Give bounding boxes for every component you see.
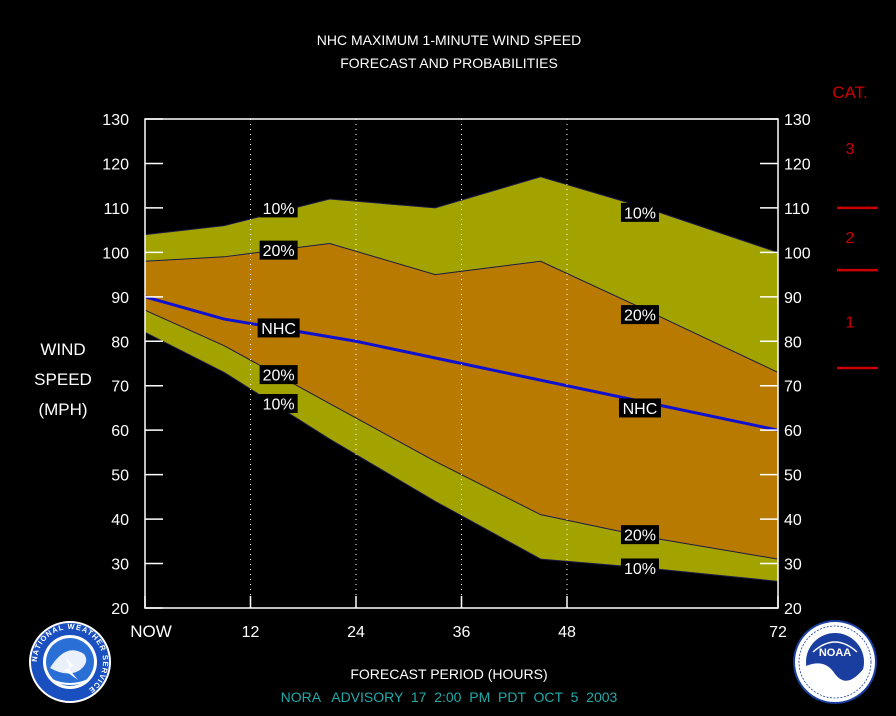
svg-text:20%: 20% [624, 528, 656, 545]
svg-text:10%: 10% [624, 205, 656, 222]
y-tick-label-right: 90 [784, 290, 802, 307]
svg-text:20%: 20% [263, 243, 295, 260]
y-tick-label-right: 80 [784, 334, 802, 351]
svg-text:NHC: NHC [623, 401, 658, 418]
y-tick-label-right: 120 [784, 156, 811, 173]
category-label-2: 2 [846, 230, 855, 247]
line-labels: 10% 20% NHC 20% 10% 10% 20% NHC 20% 10% [257, 198, 661, 578]
y-tick-label-right: 50 [784, 468, 802, 485]
x-tick-label: 72 [769, 624, 787, 641]
y-axis-ticks: 20 20 30 30 40 40 50 50 60 60 70 70 80 80 90 90 100 100 11… [102, 112, 811, 618]
noaa-logo: NOAA [793, 620, 877, 704]
x-tick-label: 48 [558, 624, 576, 641]
line-label: 20% [620, 525, 659, 545]
x-tick-label: 12 [242, 624, 260, 641]
y-tick-label-left: 70 [111, 379, 129, 396]
band-20-percent [145, 243, 778, 560]
advisory-text: NORA ADVISORY 17 2:00 PM PDT OCT 5 2003 [281, 689, 618, 705]
y-tick-label-right: 110 [784, 201, 810, 218]
y-tick-label-left: 90 [111, 290, 129, 307]
category-label-1: 1 [846, 314, 855, 331]
category-label-3: 3 [846, 141, 855, 158]
line-label: 20% [620, 305, 659, 325]
y-tick-label-left: 50 [111, 468, 129, 485]
y-tick-label-left: 40 [111, 512, 129, 529]
svg-text:20%: 20% [263, 368, 295, 385]
line-label: 20% [259, 365, 298, 385]
y-tick-label-left: 110 [103, 201, 129, 218]
y-tick-label-left: 60 [111, 423, 129, 440]
svg-text:NOAA: NOAA [819, 647, 851, 659]
line-label: 10% [620, 202, 659, 222]
y-tick-label-right: 60 [784, 423, 802, 440]
svg-text:10%: 10% [263, 201, 295, 218]
line-label: 10% [259, 198, 298, 218]
svg-text:20%: 20% [624, 308, 656, 325]
y-tick-label-left: 30 [111, 557, 129, 574]
line-label: 10% [259, 394, 298, 414]
line-label: NHC [257, 318, 300, 338]
svg-text:10%: 10% [624, 561, 656, 578]
y-tick-label-right: 30 [784, 557, 802, 574]
x-tick-label: NOW [130, 622, 172, 641]
category-title: CAT. [832, 83, 868, 102]
line-label: NHC [618, 398, 661, 418]
line-label: 10% [620, 558, 659, 578]
y-tick-label-left: 130 [102, 112, 129, 129]
nws-logo: NATIONAL WEATHER SERVICE [29, 621, 111, 703]
y-tick-label-left: 20 [111, 601, 129, 618]
svg-text:10%: 10% [263, 397, 295, 414]
svg-text:NHC: NHC [261, 321, 296, 338]
y-axis-label-line2: SPEED [34, 370, 92, 389]
y-axis-label-line3: (MPH) [38, 400, 87, 419]
y-tick-label-right: 130 [784, 112, 811, 129]
x-tick-label: 36 [453, 624, 471, 641]
y-tick-label-right: 70 [784, 379, 802, 396]
chart-title-line1: NHC MAXIMUM 1-MINUTE WIND SPEED [317, 32, 581, 48]
y-tick-label-right: 40 [784, 512, 802, 529]
y-tick-label-left: 100 [102, 245, 129, 262]
y-tick-label-left: 80 [111, 334, 129, 351]
series-line-nhc [144, 295, 779, 432]
x-axis-ticks: NOW 12 24 36 48 72 [130, 596, 787, 641]
y-tick-label-left: 120 [102, 156, 129, 173]
x-tick-label: 24 [347, 624, 365, 641]
line-label: 20% [259, 240, 298, 260]
chart-title-line2: FORECAST AND PROBABILITIES [340, 55, 558, 71]
y-axis-label-line1: WIND [40, 340, 85, 359]
hurricane-category-scale: CAT. 3 2 1 [832, 83, 878, 370]
y-tick-label-right: 20 [784, 601, 802, 618]
x-axis-label: FORECAST PERIOD (HOURS) [350, 666, 547, 682]
y-tick-label-right: 100 [784, 245, 811, 262]
